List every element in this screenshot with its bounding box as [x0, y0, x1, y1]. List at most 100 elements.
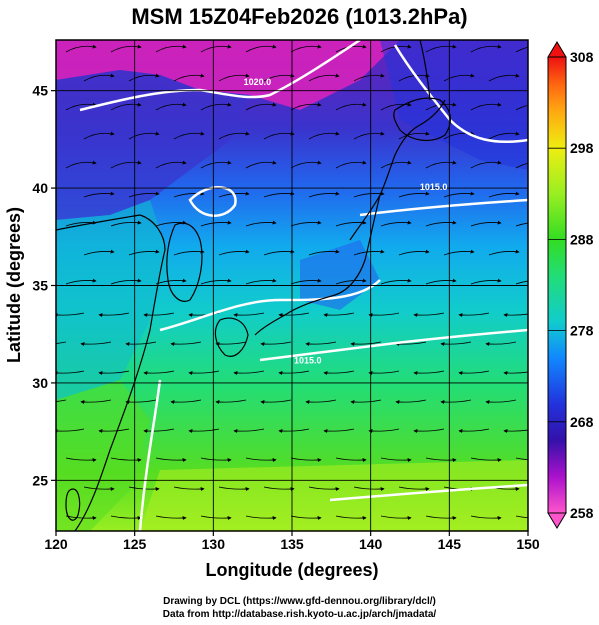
x-tick-label: 120 [44, 536, 68, 552]
y-axis-ticks: 25 30 35 40 45 [32, 83, 56, 488]
streamline [470, 220, 502, 227]
streamline [125, 399, 157, 405]
streamline [218, 249, 250, 256]
streamline [128, 73, 160, 82]
streamline [443, 191, 475, 198]
streamline [290, 44, 322, 53]
streamline [218, 486, 250, 492]
streamline [380, 515, 412, 521]
streamline [305, 399, 337, 405]
streamline [290, 102, 322, 111]
streamline [188, 428, 220, 434]
y-tick-label: 45 [32, 83, 48, 99]
colorbar-gradient [547, 56, 567, 514]
streamline [440, 341, 472, 347]
streamline [470, 102, 502, 111]
streamline [353, 73, 385, 82]
streamline [200, 102, 232, 111]
streamline [98, 370, 130, 376]
streamline [65, 278, 97, 285]
streamline [233, 428, 265, 434]
streamline [308, 486, 340, 492]
streamline [380, 457, 412, 463]
streamline [458, 370, 490, 376]
streamline [515, 46, 528, 53]
colorbar-max-arrow [547, 41, 567, 58]
streamline [128, 131, 160, 140]
coastline-korea [166, 222, 203, 302]
streamline [170, 341, 202, 347]
coastline-sakhalin [419, 40, 431, 101]
x-axis-ticks: 120 125 130 135 140 145 150 [44, 531, 540, 552]
streamline [485, 341, 517, 347]
streamline [515, 280, 528, 285]
streamline [368, 312, 400, 318]
streamline [110, 102, 142, 111]
x-tick-label: 145 [438, 536, 462, 552]
streamline [173, 191, 205, 198]
streamline [173, 486, 205, 492]
streamline [200, 457, 232, 463]
colorbar-tick-label: 278 [570, 323, 594, 339]
streamline [425, 102, 457, 111]
streamline [83, 249, 115, 256]
coastline-mainland [56, 214, 166, 531]
streamline [398, 131, 430, 140]
streamline [260, 399, 292, 405]
streamline [218, 131, 250, 140]
streamline [110, 278, 142, 285]
streamline [470, 278, 502, 285]
credit-line-2: Data from http://database.rish.kyoto-u.a… [162, 609, 437, 620]
contour-labels: 1020.0 1015.0 1015.0 [244, 77, 448, 366]
streamline [503, 313, 528, 318]
streamline [290, 515, 322, 521]
contour-label: 1015.0 [294, 355, 322, 365]
streamline [425, 457, 457, 463]
streamline [278, 428, 310, 434]
streamline [368, 428, 400, 434]
streamline [335, 278, 367, 285]
contour-line [138, 379, 162, 531]
streamline [215, 399, 247, 405]
streamline [488, 249, 520, 256]
streamline [263, 131, 295, 140]
streamline [335, 457, 367, 463]
streamline [125, 341, 157, 347]
streamline [263, 191, 295, 198]
streamline [65, 457, 97, 463]
streamline [65, 44, 97, 53]
streamline [515, 515, 528, 519]
streamline [170, 399, 202, 405]
streamline [350, 341, 382, 347]
contour-label: 1015.0 [420, 182, 448, 192]
credit-line-1: Drawing by DCL (https://www.gfd-dennou.o… [163, 596, 436, 607]
streamline [395, 399, 427, 405]
pressure-contours [79, 40, 528, 531]
streamline [380, 160, 412, 169]
streamline [110, 515, 142, 521]
y-tick-label: 40 [32, 180, 48, 196]
streamline [488, 131, 520, 140]
streamline [110, 44, 142, 53]
streamline [425, 160, 457, 169]
streamline [305, 341, 337, 347]
streamline [260, 341, 292, 347]
coastline-taiwan [65, 488, 81, 521]
chart-title: MSM 15Z04Feb2026 (1013.2hPa) [131, 4, 468, 29]
streamline [83, 73, 115, 82]
streamline [443, 249, 475, 256]
streamline [323, 370, 355, 376]
x-tick-label: 130 [202, 536, 226, 552]
x-tick-label: 135 [280, 536, 304, 552]
coastline-kyushu [214, 317, 249, 357]
streamline [155, 160, 187, 169]
streamline [215, 341, 247, 347]
streamline [128, 249, 160, 256]
colorbar-tick-label: 258 [570, 505, 594, 521]
contour-line [329, 483, 528, 502]
streamline [515, 162, 528, 169]
colorbar: 258 268 278 288 298 308 [547, 41, 594, 529]
streamline [188, 370, 220, 376]
streamline [200, 220, 232, 227]
streamline [233, 370, 265, 376]
